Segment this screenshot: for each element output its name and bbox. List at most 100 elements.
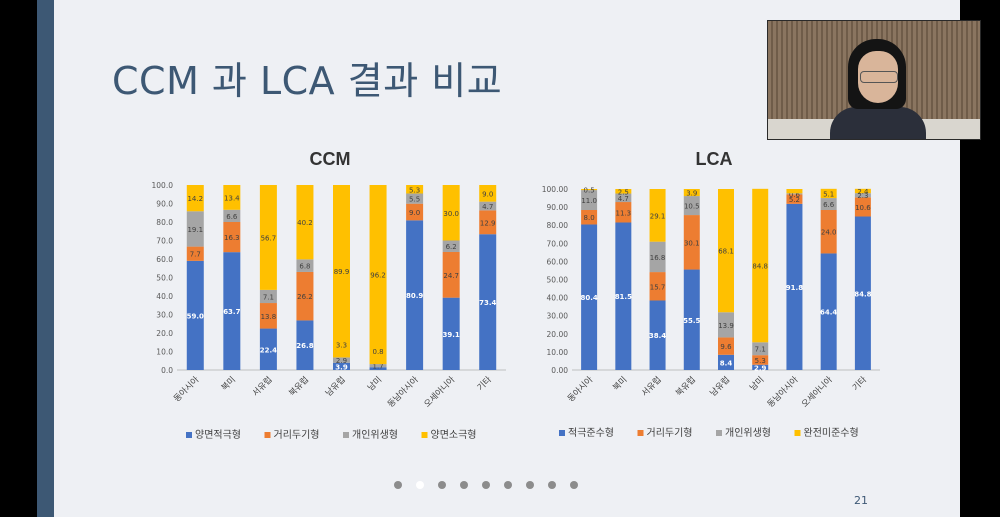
y-tick-label: 20.0 [156,329,173,338]
data-label: 96.2 [370,272,386,280]
legend-swatch [559,430,565,436]
glasses [860,71,898,83]
data-label: 22.4 [260,346,277,354]
bar-segment [333,185,350,358]
bar-segment [649,241,666,273]
legend-label: 개인위생형 [352,428,398,441]
x-tick-label: 오세아니아 [799,374,835,410]
bar-segment [683,215,700,270]
carousel-dot[interactable] [482,481,490,489]
data-label: 84.8 [752,263,768,271]
bar-segment [479,210,497,235]
data-label: 24.7 [443,272,459,280]
legend-label: 양면적극형 [195,429,241,441]
carousel-dot[interactable] [460,481,468,489]
data-label: 5.1 [823,190,834,198]
bar-segment [479,201,497,211]
data-label: 10.5 [684,203,700,211]
data-label: 0.5 [584,187,595,195]
bar-segment [333,357,350,363]
carousel-dot[interactable] [438,481,446,489]
bar-segment [752,355,769,365]
slide-accent-bar [37,0,54,517]
bar-segment [581,224,598,370]
data-label: 16.3 [224,234,240,242]
bar-segment [581,190,598,210]
y-tick-label: 50.00 [547,276,569,285]
data-label: 0.8 [372,348,383,356]
bar-segment [223,185,241,210]
bar-segment [786,189,803,194]
bar-segment [615,189,632,194]
bar-segment [718,189,734,313]
carousel-dot[interactable] [570,481,578,489]
x-tick-label: 남유럽 [708,375,732,399]
x-tick-label: 동아시아 [565,374,595,404]
legend-label: 개인위생형 [725,426,771,439]
bar-segment [615,222,632,370]
bar-segment [718,337,734,355]
data-label: 16.8 [650,254,666,262]
carousel-dot[interactable] [526,481,534,489]
data-label: 3.3 [336,341,347,349]
legend-label: 완전미준수형 [804,427,859,439]
data-label: 11.0 [581,197,597,205]
y-tick-label: 100.0 [152,181,174,190]
data-label: 3.9 [335,363,348,371]
legend-swatch [421,432,428,438]
bar-segment [186,246,204,261]
data-label: 13.4 [224,194,240,202]
bar-segment [406,185,424,194]
data-label: 2.5 [618,188,629,196]
legend-swatch [186,432,192,438]
data-label: 7.7 [190,251,201,259]
bar-segment [683,196,700,216]
legend-label: 양면소극형 [431,429,477,441]
bar-segment [186,185,204,212]
y-tick-label: 60.00 [547,257,569,266]
bar-segment [649,189,666,242]
bar-segment [479,234,497,370]
legend-label: 적극준수형 [568,427,614,439]
y-tick-label: 70.00 [547,239,569,248]
x-tick-label: 북유럽 [674,375,698,399]
y-tick-label: 10.0 [156,348,173,357]
bar-segment [786,193,803,195]
y-tick-label: 0.00 [551,366,568,375]
data-label: 64.4 [820,309,837,317]
bar-segment [854,188,871,194]
bar-segment [854,193,871,198]
bar-segment [259,328,277,370]
bar-segment [820,198,837,210]
data-label: 0.6 [789,191,801,199]
y-tick-label: 90.0 [156,200,173,209]
y-tick-label: 80.00 [547,221,569,230]
data-label: 26.2 [297,293,313,301]
data-label: 5.2 [789,196,800,204]
data-label: 19.1 [187,226,203,234]
data-label: 89.9 [334,268,350,276]
bar-segment [820,188,837,199]
bar-segment [479,185,497,202]
data-label: 24.0 [821,229,837,237]
bar-segment [442,251,460,298]
legend-swatch [343,432,349,438]
carousel-dot[interactable] [394,481,402,489]
data-label: 38.4 [649,332,666,340]
data-label: 84.8 [854,290,871,298]
webcam-video [767,20,981,140]
bar-segment [296,271,314,321]
y-tick-label: 30.00 [547,312,569,321]
carousel-dot[interactable] [416,481,424,489]
legend-swatch [716,430,722,436]
carousel-dot[interactable] [504,481,512,489]
bar-segment [820,209,837,254]
data-label: 6.2 [446,243,457,251]
y-tick-label: 50.0 [156,274,173,283]
data-label: 14.2 [187,195,203,203]
carousel-dot[interactable] [548,481,556,489]
data-label: 39.1 [443,331,460,339]
data-label: 4.7 [618,195,629,203]
data-label: 11.3 [616,209,632,217]
